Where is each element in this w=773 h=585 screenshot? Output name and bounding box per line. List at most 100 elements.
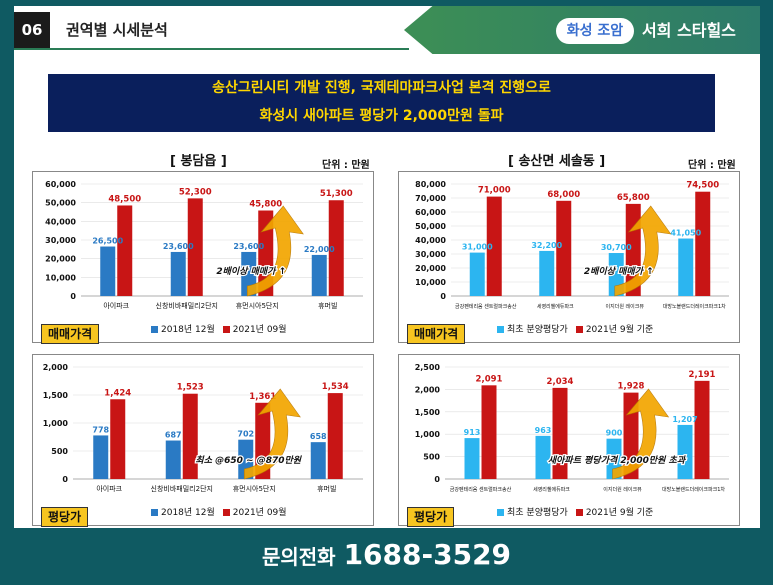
y-tick-label: 40,000	[45, 217, 76, 226]
legend-item-b: 2021년 9월 기준	[575, 322, 653, 335]
y-tick-label: 20,000	[45, 255, 76, 264]
trend-arrow	[614, 205, 672, 297]
right-region-title: [ 송산면 세솔동 ]	[508, 154, 606, 169]
bar-2018년 12월	[93, 435, 109, 479]
legend-bongdam-pyeong: 2018년 12월 2021년 09월	[151, 505, 287, 518]
data-label: 963	[535, 426, 552, 435]
y-tick-label: 30,000	[45, 236, 76, 245]
data-label: 2,034	[547, 377, 574, 387]
legend-item-b: 2021년 09월	[222, 505, 287, 518]
legend-songsan-pyeong: 최초 분양평당가 2021년 9월 기준	[497, 505, 653, 518]
category-label: 이지더원 레이크뷰	[603, 486, 642, 493]
data-label: 1,207	[672, 415, 697, 424]
data-label: 1,424	[104, 388, 131, 398]
legend-songsan-price: 최초 분양평당가 2021년 9월 기준	[497, 322, 653, 335]
data-label: 32,200	[531, 241, 562, 250]
y-tick-label: 0	[70, 292, 76, 301]
category-label: 금강펜테리움 센트럴파크송산	[455, 303, 517, 310]
y-tick-label: 10,000	[415, 278, 446, 287]
y-tick-label: 1,500	[43, 391, 69, 400]
data-label: 1,523	[177, 383, 204, 393]
trend-arrow	[243, 388, 301, 480]
bar-최초 분양평당가	[677, 424, 693, 479]
tag-pyeong: 평당가	[407, 507, 455, 527]
legend-bongdam-price: 2018년 12월 2021년 09월	[151, 322, 287, 335]
y-tick-label: 50,000	[45, 199, 76, 208]
y-tick-label: 80,000	[415, 180, 446, 189]
bar-2021년 09월	[187, 198, 203, 296]
contact-label: 문의전화	[261, 545, 336, 569]
legend-item-b: 2021년 9월 기준	[575, 505, 653, 518]
bar-2018년 12월	[100, 246, 116, 296]
chart-panel-songsan-pyeong: 0 500 1,000 1,500 2,000 2,500 913 2,091 금강펜테리움 센…	[398, 354, 740, 527]
category-label: 아이파크	[103, 301, 129, 310]
chart-panel-songsan-price: 0 10,000 20,000 30,000 40,000 50,000 60,000 70,…	[398, 171, 740, 344]
category-label: 이지더원 레이크뷰	[606, 303, 645, 310]
data-label: 65,800	[617, 193, 650, 203]
y-tick-label: 60,000	[45, 180, 76, 189]
chart-songsan-price: 0 10,000 20,000 30,000 40,000 50,000 60,000 70,…	[415, 180, 729, 310]
bar-2021년 9월 기준	[486, 196, 502, 296]
bar-2018년 12월	[310, 442, 326, 479]
bar-2021년 09월	[327, 393, 343, 479]
trend-arrow	[612, 388, 670, 480]
chart-bongdam-price: 0 10,000 20,000 30,000 40,000 50,000 60,000 26,…	[45, 180, 363, 310]
bar-2021년 09월	[182, 393, 198, 479]
y-tick-label: 10,000	[45, 273, 76, 282]
category-label: 휴먼시아5단지	[233, 484, 276, 493]
tag-pyeong: 평당가	[41, 507, 89, 527]
data-label: 702	[237, 430, 254, 439]
y-tick-label: 0	[440, 292, 446, 301]
legend-item-a: 최초 분양평당가	[497, 322, 568, 335]
left-unit-label: 단위 : 만원	[322, 160, 370, 171]
annotation-text: 2배이상 매매가 ↑	[216, 266, 286, 277]
bar-2021년 9월 기준	[481, 385, 497, 479]
chart-songsan-pyeong: 0 500 1,000 1,500 2,000 2,500 913 2,091 금강펜테리움 센…	[415, 363, 729, 493]
data-label: 74,500	[686, 181, 719, 191]
data-label: 68,000	[547, 190, 580, 200]
data-label: 1,928	[618, 382, 645, 392]
data-label: 687	[165, 431, 182, 440]
category-label: 금강펜테리움 센트럴파크송산	[450, 486, 512, 493]
section-number: 06	[14, 12, 50, 48]
section-title: 권역별 시세분석	[66, 21, 168, 39]
legend-item-a: 2018년 12월	[151, 322, 215, 335]
header-title-bar	[14, 12, 409, 50]
category-label: 세영리첼에듀파크	[537, 303, 574, 310]
data-label: 900	[606, 429, 623, 438]
y-tick-label: 1,500	[415, 408, 441, 417]
y-tick-label: 0	[62, 475, 68, 484]
data-label: 41,050	[670, 229, 701, 238]
category-label: 휴머빌	[317, 484, 336, 493]
data-label: 913	[464, 428, 481, 437]
bar-2018년 12월	[311, 254, 327, 296]
annotation-text: 최소 @650 ~ @870만원	[195, 455, 302, 466]
headline-line-2: 화성시 새아파트 평당가 2,000만원 돌파	[259, 108, 504, 124]
bar-2018년 12월	[165, 440, 181, 479]
page-header: 06 권역별 시세분석 화성 조암 서희 스타힐스	[14, 6, 760, 54]
contact-phone[interactable]: 1688-3529	[343, 538, 512, 571]
y-tick-label: 30,000	[415, 250, 446, 259]
tag-price: 매매가격	[41, 324, 100, 344]
data-label: 31,000	[462, 243, 493, 252]
data-label: 23,600	[163, 242, 194, 251]
y-tick-label: 500	[51, 447, 68, 456]
category-label: 아이파크	[96, 484, 122, 493]
headline-banner: 송산그린시티 개발 진행, 국제테마파크사업 본격 진행으로 화성시 새아파트 …	[48, 74, 715, 132]
bar-2021년 09월	[117, 205, 133, 296]
category-label: 휴머빌	[318, 301, 337, 310]
bar-최초 분양평당가	[539, 250, 555, 296]
data-label: 658	[310, 432, 327, 441]
legend-item-a: 2018년 12월	[151, 505, 215, 518]
bar-최초 분양평당가	[678, 238, 694, 296]
legend-item-b: 2021년 09월	[222, 322, 287, 335]
y-tick-label: 2,000	[415, 385, 441, 394]
bar-2021년 9월 기준	[695, 191, 711, 296]
y-tick-label: 500	[423, 453, 440, 462]
annotation-text: 2배이상 매매가 ↑	[584, 266, 654, 277]
y-tick-label: 50,000	[415, 222, 446, 231]
legend-item-a: 최초 분양평당가	[497, 505, 568, 518]
bar-2018년 12월	[170, 251, 186, 296]
chart-bongdam-pyeong: 0 500 1,000 1,500 2,000 778 1,424 아이파크 687 1,523 신…	[43, 363, 363, 493]
data-label: 1,534	[322, 382, 349, 392]
